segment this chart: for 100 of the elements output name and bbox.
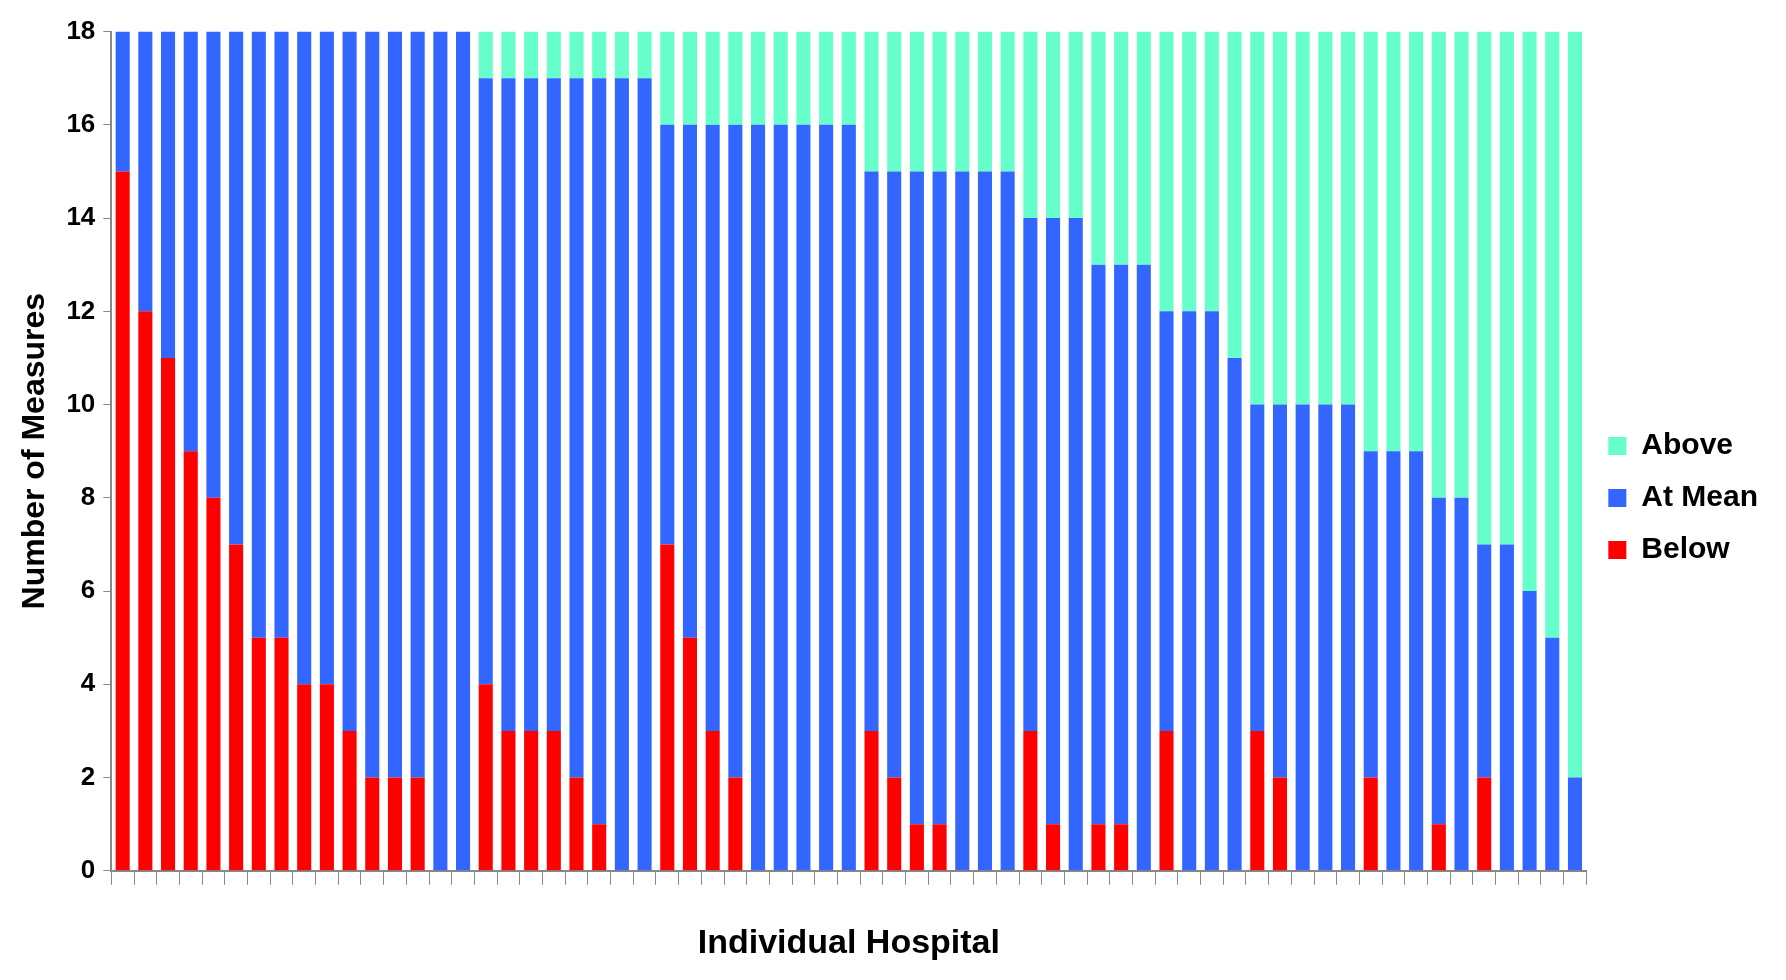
bar [660, 124, 675, 545]
bar [909, 31, 924, 172]
bar [1000, 31, 1015, 172]
bar [1159, 311, 1174, 731]
bar [1409, 31, 1424, 452]
bar [1114, 31, 1129, 265]
bar [864, 730, 879, 871]
bar [1386, 451, 1401, 871]
bar [1091, 31, 1106, 265]
bar [1182, 31, 1197, 312]
bar [1477, 31, 1492, 545]
bar [1227, 31, 1242, 358]
bar [1477, 777, 1492, 871]
bar [614, 31, 629, 79]
bar [1204, 31, 1219, 312]
bar [819, 31, 834, 125]
bar [1454, 31, 1469, 498]
bar [1159, 31, 1174, 312]
bar [1363, 777, 1378, 871]
bar [909, 171, 924, 825]
bar [501, 31, 516, 79]
bar [1204, 311, 1219, 871]
bar [1545, 31, 1560, 638]
bar [682, 31, 698, 125]
y-axis-title: Number of Measures [15, 292, 52, 610]
bar [1363, 451, 1378, 778]
bar [161, 31, 176, 358]
bar [1091, 824, 1106, 871]
bar [1023, 31, 1038, 219]
bar [705, 730, 720, 871]
bar [682, 124, 698, 638]
bar [1386, 31, 1401, 452]
bar [682, 637, 698, 871]
bar [478, 684, 493, 871]
bar [728, 124, 743, 778]
bar [751, 31, 766, 125]
bar [1114, 264, 1129, 825]
bar [1272, 777, 1288, 871]
bar [1250, 31, 1265, 405]
bar [955, 31, 970, 172]
bar [637, 78, 652, 871]
legend-label: Below [1641, 531, 1731, 565]
bar [1136, 264, 1151, 871]
bar [387, 777, 403, 871]
bar [251, 637, 266, 871]
bar [524, 730, 539, 871]
bar [1477, 544, 1492, 778]
bar [864, 171, 879, 731]
bar [478, 31, 493, 79]
bar [183, 451, 198, 871]
bar [1499, 544, 1514, 871]
bar [501, 78, 516, 731]
bar [1091, 264, 1106, 825]
y-tick-label: 12 [66, 294, 96, 325]
bar [478, 78, 493, 685]
bar [1182, 311, 1197, 871]
bar [592, 824, 607, 871]
bar [569, 777, 584, 871]
bar [251, 31, 266, 638]
bar [297, 684, 312, 871]
bar [932, 171, 947, 825]
bar [1068, 31, 1083, 219]
bar [1522, 31, 1537, 592]
bar [637, 31, 652, 79]
bar [387, 31, 403, 778]
bar [1227, 357, 1242, 871]
bar [1068, 218, 1083, 871]
bar [161, 357, 176, 871]
y-tick-label: 4 [80, 667, 96, 698]
bar [592, 31, 607, 79]
bar [1545, 637, 1560, 871]
bar [1567, 777, 1583, 871]
bar [887, 171, 902, 778]
bar [1046, 31, 1061, 219]
bar [138, 31, 153, 312]
bar [1250, 730, 1265, 871]
bar [524, 31, 539, 79]
bar [115, 171, 130, 871]
bar [1363, 31, 1378, 452]
bar [229, 31, 244, 545]
bar [319, 31, 334, 685]
bar [728, 31, 743, 125]
bar [705, 31, 720, 125]
y-tick-label: 14 [66, 201, 96, 232]
bar [1250, 404, 1265, 731]
bar [183, 31, 198, 452]
bar [569, 31, 584, 79]
bar [546, 78, 561, 731]
bar [660, 544, 675, 871]
bar [365, 777, 380, 871]
bar [887, 777, 902, 871]
bar [546, 31, 561, 79]
bar [1272, 31, 1288, 405]
bar [1046, 824, 1061, 871]
y-tick-label: 10 [66, 387, 96, 418]
bar [660, 31, 675, 125]
bar [932, 824, 947, 871]
bar [1136, 31, 1151, 265]
bar [1454, 497, 1469, 871]
bar [1341, 404, 1356, 871]
